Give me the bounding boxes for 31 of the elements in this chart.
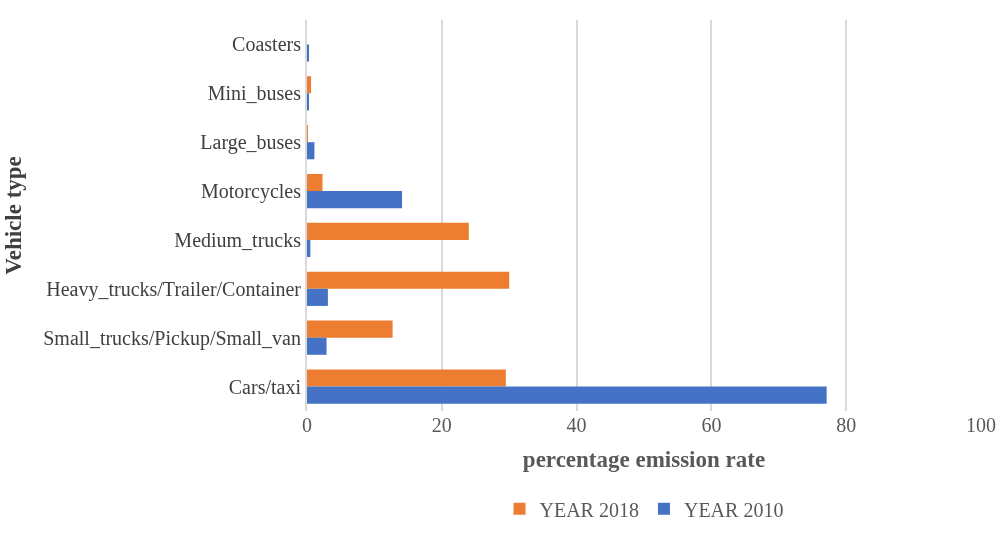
x-tick-label: 80 <box>836 414 857 436</box>
x-tick-label: 40 <box>566 414 587 436</box>
legend-label: YEAR 2010 <box>683 498 784 521</box>
y-tick-label: Heavy_trucks/Trailer/Container <box>46 277 302 301</box>
y-tick-label: Cars/taxi <box>228 375 302 398</box>
y-tick-label: Small_trucks/Pickup/Small_van <box>43 326 301 350</box>
bar <box>307 173 323 192</box>
bar <box>307 76 312 94</box>
y-tick-label: Mini_buses <box>207 82 302 105</box>
x-tick-label: 0 <box>302 414 312 436</box>
bar <box>307 369 506 387</box>
bar <box>307 142 315 160</box>
y-tick-label: Large_buses <box>200 131 302 155</box>
bar <box>307 271 510 289</box>
y-tick-label: Coasters <box>232 33 302 56</box>
bar <box>307 44 310 62</box>
bar <box>307 337 327 355</box>
x-axis-title: percentage emission rate <box>522 446 766 472</box>
bar <box>307 222 469 240</box>
bar <box>307 93 310 111</box>
bar <box>307 386 827 404</box>
legend-label: YEAR 2018 <box>539 498 639 521</box>
x-tick-label: 100 <box>966 414 996 436</box>
bar <box>307 320 393 338</box>
x-tick-label: 20 <box>431 414 452 436</box>
x-tick-label: 60 <box>701 414 722 436</box>
bar <box>307 288 328 306</box>
y-tick-label: Medium_trucks <box>174 228 302 251</box>
bar <box>307 191 403 209</box>
y-tick-label: Motorcycles <box>201 180 302 204</box>
y-axis-title: Vehicle type <box>1 156 27 275</box>
